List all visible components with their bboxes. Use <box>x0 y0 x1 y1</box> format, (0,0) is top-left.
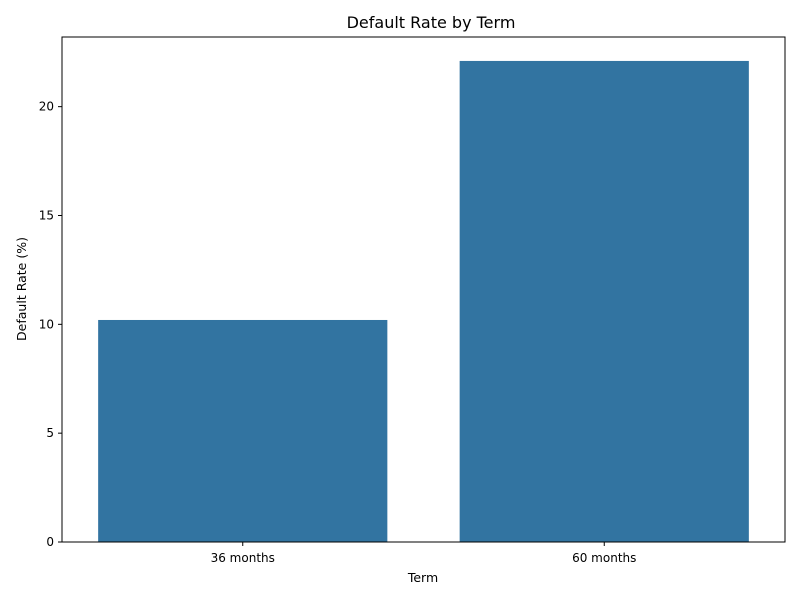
y-tick-label: 5 <box>46 426 54 440</box>
bar-60-months <box>459 60 749 542</box>
y-tick-label: 15 <box>39 208 54 222</box>
x-tick-label: 36 months <box>211 551 275 565</box>
plot-frame <box>61 36 786 543</box>
y-tick-label: 10 <box>39 317 54 331</box>
plot-area: 36 months 60 months 0 5 10 15 20 <box>39 36 786 565</box>
x-axis-label: Term <box>407 570 438 585</box>
x-tick-label: 60 months <box>572 551 636 565</box>
chart-title: Default Rate by Term <box>347 13 516 32</box>
y-tick-label: 0 <box>46 535 54 549</box>
y-tick-label: 20 <box>39 100 54 114</box>
y-axis-label: Default Rate (%) <box>14 237 29 341</box>
bar-36-months <box>98 319 388 542</box>
